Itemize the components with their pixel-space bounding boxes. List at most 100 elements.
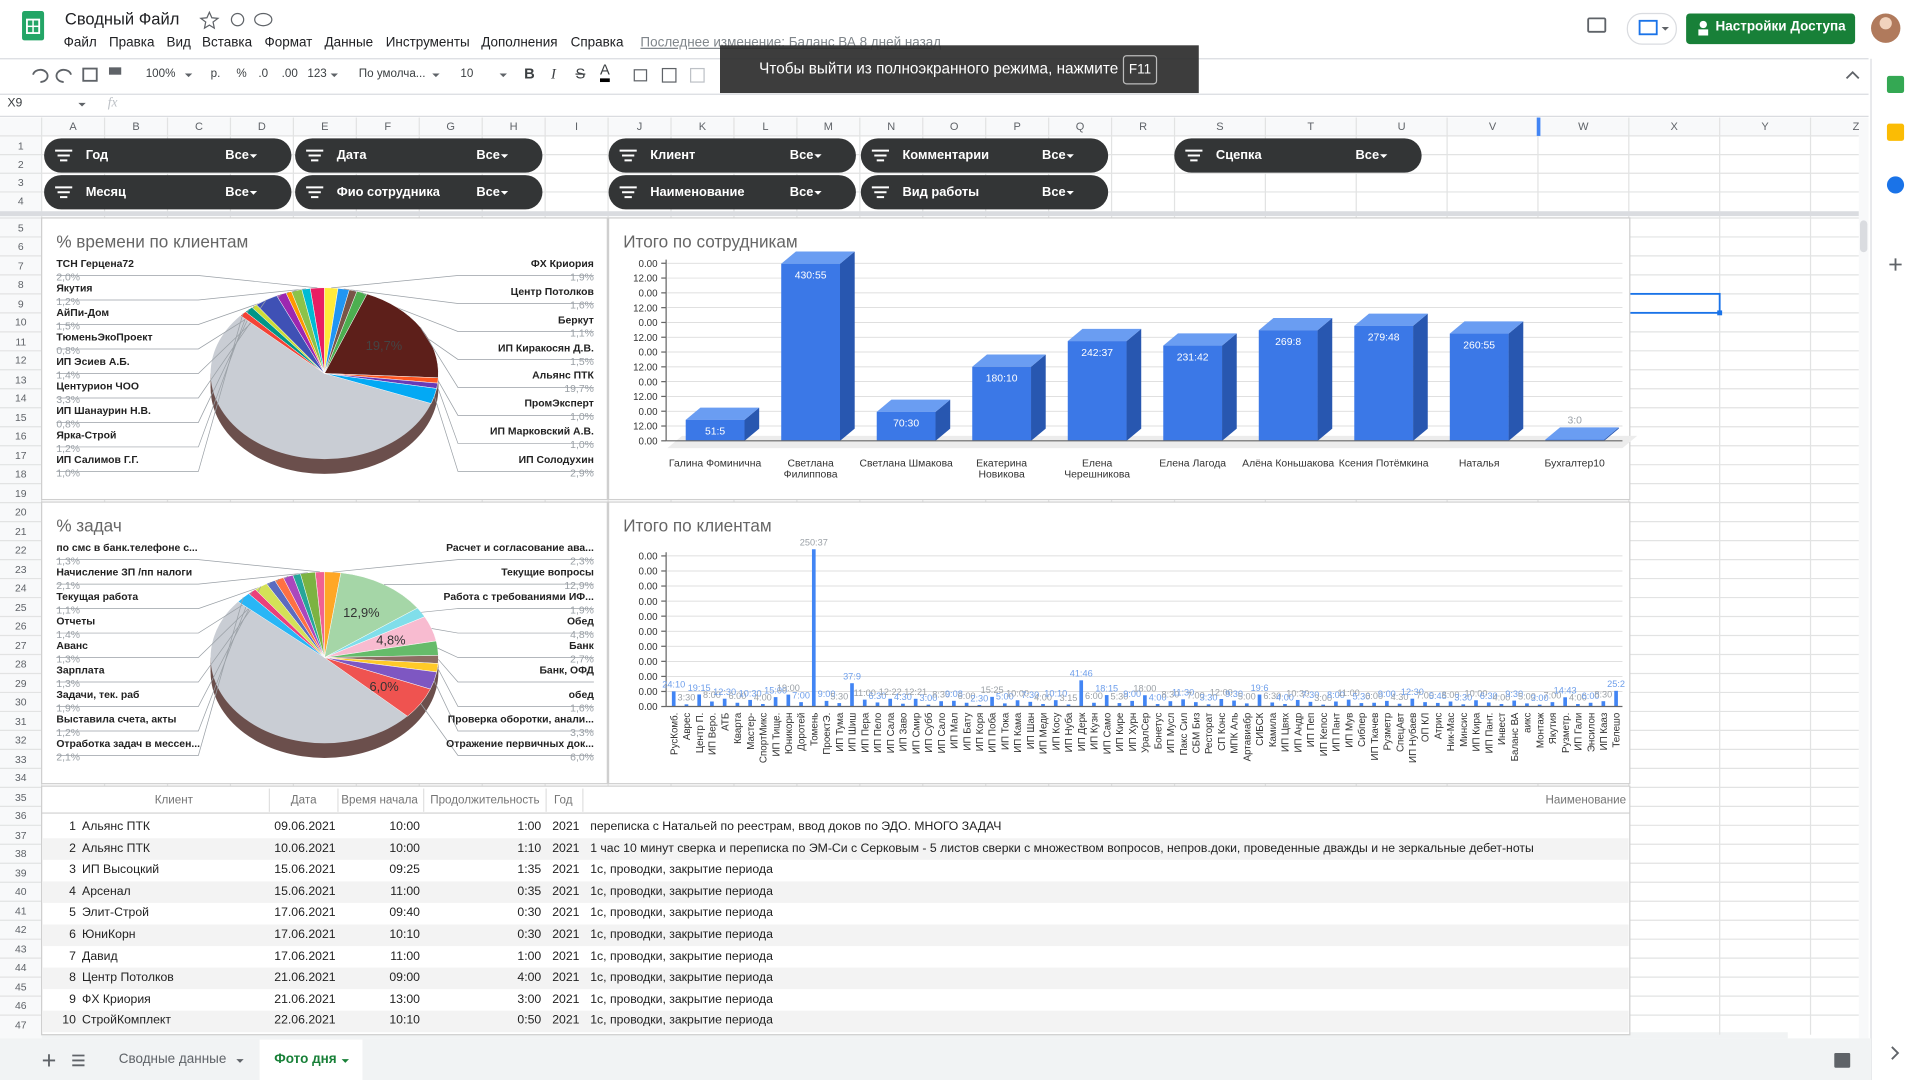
column-header[interactable]: E (321, 120, 329, 133)
toolbar-percent[interactable]: % (236, 67, 247, 81)
row-header[interactable]: 1 (17, 139, 24, 152)
column-header[interactable]: Y (1761, 120, 1769, 133)
row-header[interactable]: 5 (17, 221, 24, 234)
row-header[interactable]: 28 (15, 657, 27, 671)
row-header[interactable]: 24 (15, 581, 27, 595)
row-header[interactable]: 26 (15, 619, 27, 633)
all-sheets-button[interactable] (72, 1054, 85, 1067)
row-header[interactable]: 45 (15, 980, 27, 993)
row-header[interactable]: 33 (15, 752, 27, 766)
column-header[interactable]: P (1013, 120, 1021, 133)
column-header[interactable]: A (69, 120, 77, 133)
row-header[interactable]: 15 (15, 411, 27, 424)
row-header[interactable]: 46 (15, 999, 27, 1012)
row-header[interactable]: 14 (15, 392, 27, 405)
row-header[interactable]: 13 (15, 373, 27, 386)
row-header[interactable]: 35 (15, 790, 27, 803)
menu-item[interactable]: Правка (108, 35, 155, 51)
toolbar-font[interactable]: По умолча... (358, 67, 426, 81)
row-header[interactable]: 34 (15, 771, 27, 784)
share-button[interactable] (1686, 13, 1856, 45)
column-header[interactable]: U (1397, 120, 1406, 133)
row-header[interactable]: 29 (15, 676, 27, 690)
toolbar-dec-less[interactable]: .0 (258, 67, 269, 81)
present-button[interactable] (1626, 12, 1677, 45)
filter-control[interactable] (295, 138, 543, 173)
menu-item[interactable]: Файл (63, 35, 97, 51)
collapse-icon[interactable] (1845, 70, 1860, 80)
merge-icon[interactable] (690, 67, 705, 83)
row-header[interactable]: 43 (15, 942, 27, 955)
row-header[interactable]: 10 (15, 316, 27, 329)
cloud-icon[interactable] (254, 12, 273, 27)
toolbar-zoom[interactable]: 100% (145, 67, 176, 81)
filter-control[interactable] (860, 175, 1109, 210)
row-header[interactable]: 39 (15, 866, 27, 879)
menu-item[interactable]: Данные (324, 35, 374, 51)
column-header[interactable]: Q (1075, 120, 1085, 133)
column-header[interactable]: B (132, 120, 140, 133)
filter-control[interactable] (1174, 138, 1422, 173)
print-icon[interactable] (82, 67, 98, 82)
row-header[interactable]: 38 (15, 847, 27, 860)
row-header[interactable]: 44 (15, 961, 27, 974)
undo-icon[interactable] (32, 68, 49, 83)
menu-item[interactable]: Инструменты (385, 35, 470, 51)
filter-control[interactable] (295, 175, 543, 210)
calendar-icon[interactable] (1886, 75, 1905, 94)
explore-button[interactable] (1834, 1053, 1851, 1068)
column-header[interactable]: K (698, 120, 707, 133)
column-header[interactable]: V (1488, 120, 1497, 133)
column-header[interactable]: N (887, 120, 896, 133)
comments-icon[interactable] (1587, 17, 1607, 33)
cell-reference[interactable]: X9 (7, 96, 23, 111)
menu-item[interactable]: Формат (264, 35, 313, 51)
column-header[interactable]: T (1307, 120, 1315, 133)
row-header[interactable]: 40 (15, 885, 27, 898)
row-header[interactable]: 17 (15, 449, 27, 462)
sheet-tab-active[interactable]: Фото дня (274, 1051, 337, 1067)
redo-icon[interactable] (55, 68, 72, 83)
borders-icon[interactable] (661, 67, 677, 83)
row-header[interactable]: 30 (15, 695, 27, 709)
sheet-tab[interactable]: Сводные данные (118, 1051, 227, 1067)
toolbar-size[interactable]: 10 (460, 67, 474, 81)
row-header[interactable]: 3 (17, 176, 24, 189)
row-header[interactable]: 19 (15, 487, 27, 500)
row-header[interactable]: 12 (15, 354, 27, 367)
side-panel-toggle[interactable] (1891, 1046, 1900, 1060)
column-header[interactable]: Z (1852, 120, 1860, 133)
column-header[interactable]: S (1216, 120, 1224, 133)
column-header[interactable]: L (762, 120, 769, 133)
star-icon[interactable] (199, 10, 220, 30)
row-header[interactable]: 2 (17, 157, 24, 171)
tasks-icon[interactable] (1886, 176, 1905, 194)
column-header[interactable]: W (1578, 120, 1589, 133)
toolbar-italic[interactable]: I (551, 64, 556, 83)
toolbar-dec-more[interactable]: .00 (281, 67, 298, 81)
add-sheet-button[interactable] (42, 1054, 56, 1067)
menu-item[interactable]: Вид (166, 35, 191, 51)
column-header[interactable]: X (1670, 120, 1678, 133)
column-header[interactable]: D (257, 120, 266, 133)
row-header[interactable]: 27 (15, 638, 27, 652)
column-header[interactable]: R (1139, 120, 1148, 133)
row-header[interactable]: 11 (15, 335, 27, 348)
toolbar-currency[interactable]: р. (210, 67, 221, 81)
menu-item[interactable]: Вставка (202, 35, 253, 51)
column-header[interactable]: H (509, 120, 518, 133)
scrollbar-thumb[interactable] (1860, 220, 1868, 253)
doc-title[interactable]: Сводный Файл (64, 9, 180, 29)
toolbar-text-color[interactable]: A (600, 62, 610, 83)
row-header[interactable]: 41 (15, 904, 27, 917)
keep-icon[interactable] (1886, 123, 1905, 141)
row-header[interactable]: 37 (15, 828, 27, 841)
row-header[interactable]: 22 (15, 543, 27, 557)
menu-item[interactable]: Дополнения (481, 35, 558, 51)
move-icon[interactable] (230, 12, 245, 27)
filter-control[interactable] (44, 175, 292, 210)
column-header[interactable]: O (949, 120, 959, 133)
row-header[interactable]: 16 (15, 430, 27, 443)
filter-control[interactable] (608, 175, 856, 210)
row-header[interactable]: 18 (15, 468, 27, 481)
